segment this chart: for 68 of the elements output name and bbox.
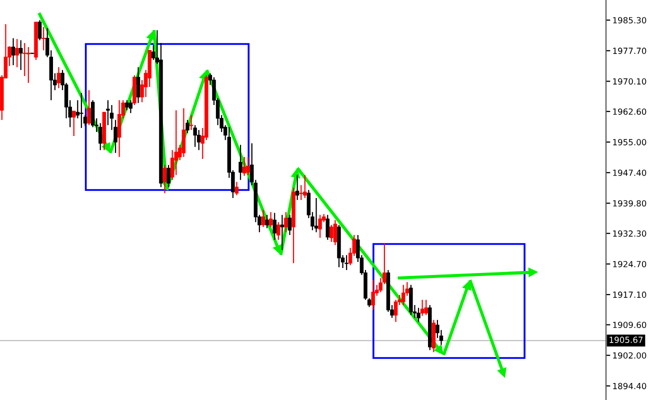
candlestick: [56, 66, 61, 89]
candlestick: [174, 110, 178, 176]
candlestick: [72, 110, 76, 137]
candlestick: [318, 214, 322, 238]
candlestick: [136, 66, 140, 104]
candlestick: [409, 284, 413, 316]
candlestick: [38, 20, 42, 41]
candlestick: [238, 144, 242, 180]
y-tick-label: 1932.30: [613, 230, 646, 237]
candlestick: [416, 307, 420, 322]
y-tick-label: 1917.10: [613, 292, 646, 298]
candlestick: [42, 26, 46, 51]
candlestick: [288, 214, 292, 236]
candlestick: [284, 212, 288, 233]
candlestick: [11, 38, 16, 66]
y-tick-label: 1955.00: [613, 139, 646, 146]
candlestick: [276, 222, 280, 240]
y-tick-label: 1977.70: [613, 48, 646, 54]
y-tick-label: 1970.10: [613, 78, 646, 85]
candlestick: [186, 119, 190, 134]
candlestick: [18, 40, 23, 71]
candlestick: [242, 156, 246, 176]
candlestick: [98, 122, 102, 151]
ref-line-label: 1905.67: [610, 336, 643, 343]
candlestick: [280, 214, 284, 250]
candlestick: [189, 114, 194, 131]
candlestick: [295, 174, 300, 201]
y-tick-label: 1924.70: [613, 260, 646, 268]
y-tick-label: 1894.40: [613, 382, 646, 390]
candlestick: [166, 164, 170, 188]
candlestick: [182, 108, 186, 158]
y-tick-label: 1909.60: [613, 322, 646, 328]
candlestick: [371, 280, 375, 310]
candlestick: [15, 38, 19, 68]
candlestick: [80, 92, 84, 129]
candlestick: [261, 210, 266, 228]
y-tick-label: 1902.00: [613, 352, 646, 359]
candlestick: [394, 299, 398, 322]
y-tick-label: 1962.60: [613, 108, 646, 115]
candlestick: [234, 181, 239, 196]
candlestick: [162, 164, 167, 194]
candlestick: [344, 254, 348, 271]
y-tick-label: 1985.30: [613, 17, 646, 24]
candlestick: [125, 100, 129, 111]
candlestick: [330, 224, 334, 242]
candlestick: [420, 299, 424, 316]
candlestick: [265, 214, 269, 229]
candlestick: [90, 100, 95, 128]
candlestick: [402, 284, 406, 306]
candlestick: [272, 212, 276, 240]
candlestick: [333, 220, 338, 246]
candlestick: [303, 174, 307, 199]
candlestick: [26, 46, 30, 84]
candlestick: [314, 197, 318, 233]
candlestick: [424, 299, 428, 316]
y-tick-label: 1939.80: [613, 200, 646, 207]
candlestick: [268, 212, 273, 228]
candlestick: [299, 184, 303, 201]
candlestick: [117, 100, 122, 158]
candlestick: [326, 214, 330, 240]
candlestick: [246, 156, 250, 176]
y-tick-label: 1947.40: [613, 170, 646, 176]
candlestick: [193, 124, 197, 148]
candlestick: [128, 100, 133, 114]
candlestick: [196, 129, 201, 151]
candlestick: [87, 90, 91, 126]
candlestick: [106, 100, 110, 126]
candlestick: [22, 42, 26, 77]
